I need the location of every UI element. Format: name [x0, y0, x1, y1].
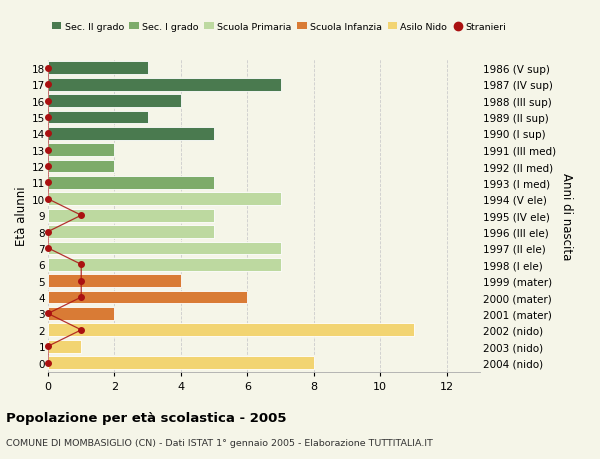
Point [76, 294, 86, 301]
Bar [48, 144, 115, 157]
Legend: Sec. II grado, Sec. I grado, Scuola Primaria, Scuola Infanzia, Asilo Nido, Stran: Sec. II grado, Sec. I grado, Scuola Prim… [48, 19, 510, 36]
Point [43, 359, 53, 366]
Point [43, 114, 53, 121]
Y-axis label: Anni di nascita: Anni di nascita [560, 172, 572, 259]
Bar [48, 112, 148, 124]
Point [43, 130, 53, 138]
Bar [48, 340, 81, 353]
Bar [48, 209, 214, 222]
Point [76, 326, 86, 334]
Point [43, 229, 53, 236]
Bar [48, 324, 413, 336]
Bar [48, 177, 214, 190]
Y-axis label: Età alunni: Età alunni [15, 186, 28, 246]
Bar [48, 226, 214, 238]
Point [43, 65, 53, 73]
Text: Popolazione per età scolastica - 2005: Popolazione per età scolastica - 2005 [6, 411, 287, 424]
Point [43, 98, 53, 105]
Bar [48, 308, 115, 320]
Point [43, 163, 53, 170]
Point [43, 310, 53, 318]
Point [43, 147, 53, 154]
Bar [48, 357, 314, 369]
Point [43, 343, 53, 350]
Bar [48, 128, 214, 140]
Point [43, 81, 53, 89]
Bar [48, 160, 115, 173]
Bar [48, 242, 281, 255]
Bar [48, 258, 281, 271]
Point [76, 261, 86, 269]
Bar [48, 275, 181, 287]
Text: COMUNE DI MOMBASIGLIO (CN) - Dati ISTAT 1° gennaio 2005 - Elaborazione TUTTITALI: COMUNE DI MOMBASIGLIO (CN) - Dati ISTAT … [6, 438, 433, 448]
Point [76, 212, 86, 219]
Point [43, 196, 53, 203]
Point [43, 179, 53, 187]
Bar [48, 193, 281, 206]
Bar [48, 291, 247, 304]
Point [76, 277, 86, 285]
Bar [48, 62, 148, 75]
Bar [48, 95, 181, 108]
Point [43, 245, 53, 252]
Bar [48, 78, 281, 91]
